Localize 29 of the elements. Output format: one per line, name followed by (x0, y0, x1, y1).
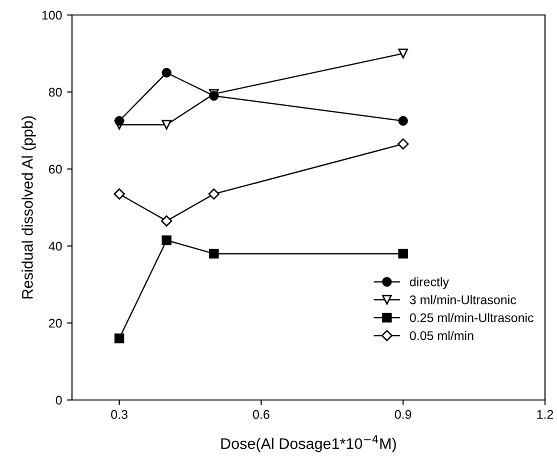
y-tick-label: 40 (48, 242, 62, 251)
point (162, 235, 172, 246)
y-tick-label: 60 (49, 164, 62, 174)
point (162, 120, 172, 130)
point (398, 48, 408, 58)
point (397, 138, 409, 150)
y-axis-title: Residual dissolved Al (ppb) (22, 116, 36, 298)
point (162, 68, 172, 78)
x-axis-title: Dose(Al Dosage1*10$^{−4}$M) (221, 435, 396, 452)
point (160, 215, 172, 227)
point (398, 248, 408, 259)
x-tick-label: 0.3 (111, 410, 128, 419)
legend-label: 0.05 ml/min (410, 330, 474, 340)
y-tick-label: 20 (49, 318, 62, 328)
point (209, 248, 219, 259)
point (114, 334, 124, 344)
x-tick-label: 0.9 (394, 410, 412, 419)
x-tick-label: 1.2 (537, 410, 554, 419)
point (114, 116, 124, 126)
x-tick-label: 0.6 (253, 410, 270, 419)
legend-label: directly (410, 277, 449, 289)
y-tick-label: 0 (56, 396, 62, 405)
point (114, 188, 125, 200)
point (208, 188, 220, 200)
legend-label: 0.25 ml/min-Ultrasonic (410, 312, 534, 322)
y-tick-label: 80 (48, 88, 62, 97)
legend-label: 3 ml/min-Ultrasonic (410, 295, 516, 304)
point (398, 116, 408, 126)
y-tick-label: 100 (42, 10, 62, 20)
